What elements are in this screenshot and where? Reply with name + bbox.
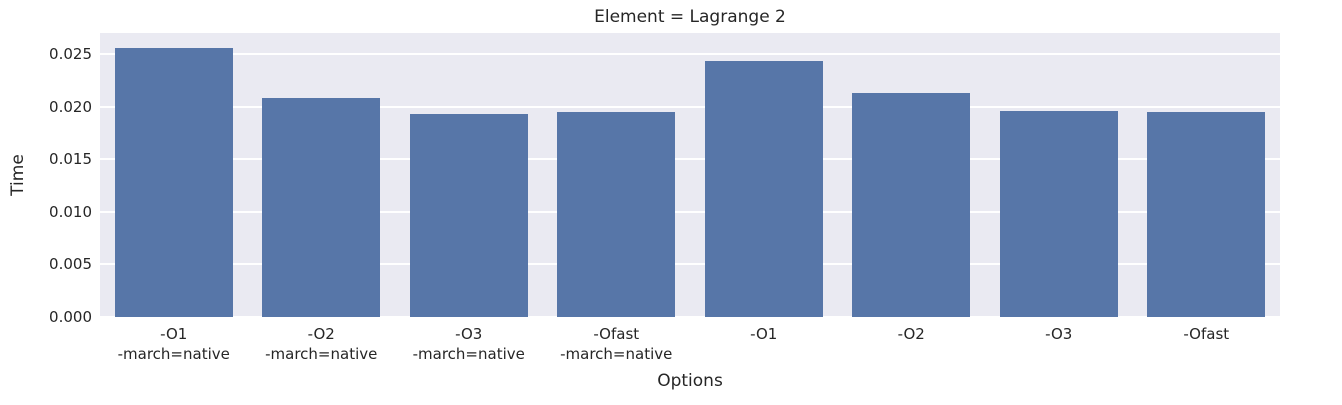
y-tick-label: 0.015 xyxy=(49,150,92,169)
bar xyxy=(114,47,233,317)
x-axis-label: Options xyxy=(657,371,723,391)
gridline xyxy=(100,158,1280,161)
plot-area xyxy=(100,33,1280,318)
y-tick-label: 0.020 xyxy=(49,97,92,116)
y-tick-label: 0.005 xyxy=(49,255,92,274)
bar xyxy=(704,61,823,317)
gridline xyxy=(100,316,1280,318)
bar xyxy=(262,98,381,317)
bar xyxy=(557,111,676,317)
x-tick-label: -O3 xyxy=(1045,325,1073,343)
y-tick-label: 0.000 xyxy=(49,308,92,326)
x-tick-label: -O1 -march=native xyxy=(117,325,230,363)
x-tick-label: -O3 -march=native xyxy=(412,325,525,363)
bar xyxy=(1147,111,1266,317)
x-tick-label: -O1 xyxy=(750,325,778,343)
chart-title: Element = Lagrange 2 xyxy=(594,7,786,27)
bar xyxy=(852,92,971,317)
gridline xyxy=(100,105,1280,108)
x-tick-label: -O2 -march=native xyxy=(265,325,378,363)
y-tick-label: 0.010 xyxy=(49,202,92,221)
bar xyxy=(409,114,528,317)
gridline xyxy=(100,263,1280,266)
x-tick-label: -Ofast -march=native xyxy=(560,325,673,363)
y-tick-label: 0.025 xyxy=(49,45,92,64)
gridline xyxy=(100,53,1280,56)
x-tick-label: -O2 xyxy=(897,325,925,343)
gridline xyxy=(100,210,1280,213)
bar xyxy=(999,110,1118,317)
x-tick-label: -Ofast xyxy=(1183,325,1230,343)
